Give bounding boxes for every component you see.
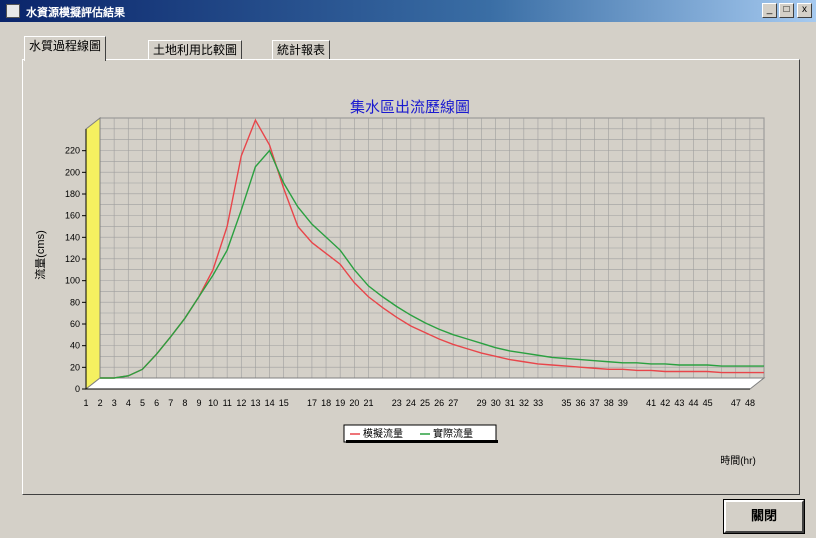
x-axis-label: 時間(hr) <box>720 455 756 467</box>
maximize-icon[interactable]: □ <box>779 3 794 18</box>
y-tick-label: 20 <box>70 362 80 372</box>
y-tick-label: 140 <box>65 232 80 242</box>
x-tick-label: 48 <box>745 398 755 408</box>
x-tick-label: 26 <box>434 398 444 408</box>
x-tick-label: 21 <box>364 398 374 408</box>
y-tick-label: 220 <box>65 146 80 156</box>
x-tick-label: 9 <box>197 398 202 408</box>
series-line-observed <box>100 149 764 379</box>
x-tick-label: 14 <box>265 398 275 408</box>
x-tick-label: 36 <box>575 398 585 408</box>
x-tick-label: 39 <box>618 398 628 408</box>
x-tick-label: 45 <box>703 398 713 408</box>
y-tick-label: 160 <box>65 211 80 221</box>
x-tick-label: 44 <box>688 398 698 408</box>
x-tick-label: 31 <box>505 398 515 408</box>
x-tick-label: 4 <box>126 398 131 408</box>
x-tick-label: 10 <box>208 398 218 408</box>
legend: 模擬流量 實際流量 <box>343 424 498 443</box>
y-tick-label: 200 <box>65 167 80 177</box>
tab-hydrograph[interactable]: 水質過程線圖 <box>24 36 107 61</box>
x-tick-label: 43 <box>674 398 684 408</box>
x-tick-label: 17 <box>307 398 317 408</box>
tab-land-use[interactable]: 土地利用比較圖 <box>148 40 243 60</box>
x-tick-label: 7 <box>168 398 173 408</box>
x-tick-label: 32 <box>519 398 529 408</box>
x-tick-label: 8 <box>182 398 187 408</box>
chart-title: 集水區出流歷線圖 <box>350 99 470 116</box>
series-line-simulated <box>100 118 764 379</box>
x-tick-label: 29 <box>477 398 487 408</box>
window-title: 水資源模擬評估結果 <box>26 7 125 19</box>
x-tick-label: 6 <box>154 398 159 408</box>
x-tick-label: 47 <box>731 398 741 408</box>
y-axis-label: 流量(cms) <box>33 230 47 280</box>
x-tick-label: 24 <box>406 398 416 408</box>
y-tick-label: 80 <box>70 297 80 307</box>
x-tick-label: 15 <box>279 398 289 408</box>
x-tick-label: 41 <box>646 398 656 408</box>
plot-floor <box>84 377 766 390</box>
y-tick-label: 40 <box>70 341 80 351</box>
y-tick-label: 60 <box>70 319 80 329</box>
x-tick-label: 23 <box>392 398 402 408</box>
x-tick-label: 19 <box>335 398 345 408</box>
x-tick-label: 20 <box>349 398 359 408</box>
legend-label-observed: 實際流量 <box>433 427 473 440</box>
x-tick-label: 38 <box>604 398 614 408</box>
legend-shadow <box>346 440 498 443</box>
y-tick-label: 180 <box>65 189 80 199</box>
title-bar: 水資源模擬評估結果 _ □ x <box>0 0 816 22</box>
x-tick-label: 25 <box>420 398 430 408</box>
tab-statistics[interactable]: 統計報表 <box>272 40 331 60</box>
x-tick-label: 18 <box>321 398 331 408</box>
close-icon[interactable]: x <box>797 3 812 18</box>
plot-side-wall <box>85 116 101 391</box>
close-button[interactable]: 關閉 <box>723 499 805 534</box>
x-tick-label: 33 <box>533 398 543 408</box>
x-tick-label: 12 <box>236 398 246 408</box>
x-tick-label: 1 <box>83 398 88 408</box>
x-tick-label: 42 <box>660 398 670 408</box>
minimize-icon[interactable]: _ <box>762 3 777 18</box>
x-tick-label: 35 <box>561 398 571 408</box>
x-tick-label: 5 <box>140 398 145 408</box>
y-tick-label: 100 <box>65 276 80 286</box>
x-tick-label: 27 <box>448 398 458 408</box>
y-tick-label: 0 <box>75 384 80 394</box>
x-tick-label: 3 <box>112 398 117 408</box>
x-tick-label: 13 <box>251 398 261 408</box>
y-tick-label: 120 <box>65 254 80 264</box>
x-tick-label: 2 <box>98 398 103 408</box>
x-tick-label: 11 <box>223 398 232 408</box>
app-icon <box>6 4 20 18</box>
legend-label-simulated: 模擬流量 <box>363 427 403 440</box>
x-tick-label: 30 <box>491 398 501 408</box>
x-tick-label: 37 <box>590 398 600 408</box>
